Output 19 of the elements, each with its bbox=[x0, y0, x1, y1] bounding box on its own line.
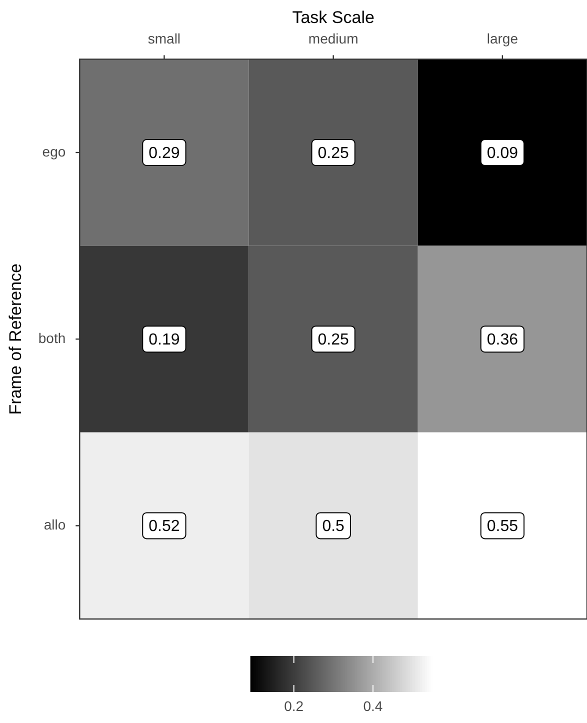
data-label: 0.25 bbox=[318, 332, 349, 349]
y-tick-label: ego bbox=[42, 143, 66, 160]
y-tick-label: both bbox=[38, 330, 66, 346]
x-tick-label: medium bbox=[308, 30, 358, 47]
x-axis-title: Task Scale bbox=[292, 8, 374, 27]
data-label: 0.52 bbox=[148, 518, 180, 536]
color-bar-label: 0.4 bbox=[363, 698, 383, 714]
y-tick-label: allo bbox=[44, 516, 66, 533]
x-tick-label: large bbox=[486, 30, 518, 47]
data-label: 0.55 bbox=[486, 518, 518, 536]
data-label: 0.25 bbox=[318, 144, 349, 162]
data-label: 0.19 bbox=[148, 332, 180, 349]
data-label: 0.09 bbox=[486, 144, 518, 162]
data-label: 0.29 bbox=[148, 144, 180, 162]
data-label: 0.36 bbox=[486, 332, 518, 349]
data-label: 0.5 bbox=[322, 518, 345, 536]
x-tick-label: small bbox=[148, 30, 181, 47]
y-axis-title: Frame of Reference bbox=[6, 264, 25, 415]
color-bar-label: 0.2 bbox=[284, 698, 304, 714]
